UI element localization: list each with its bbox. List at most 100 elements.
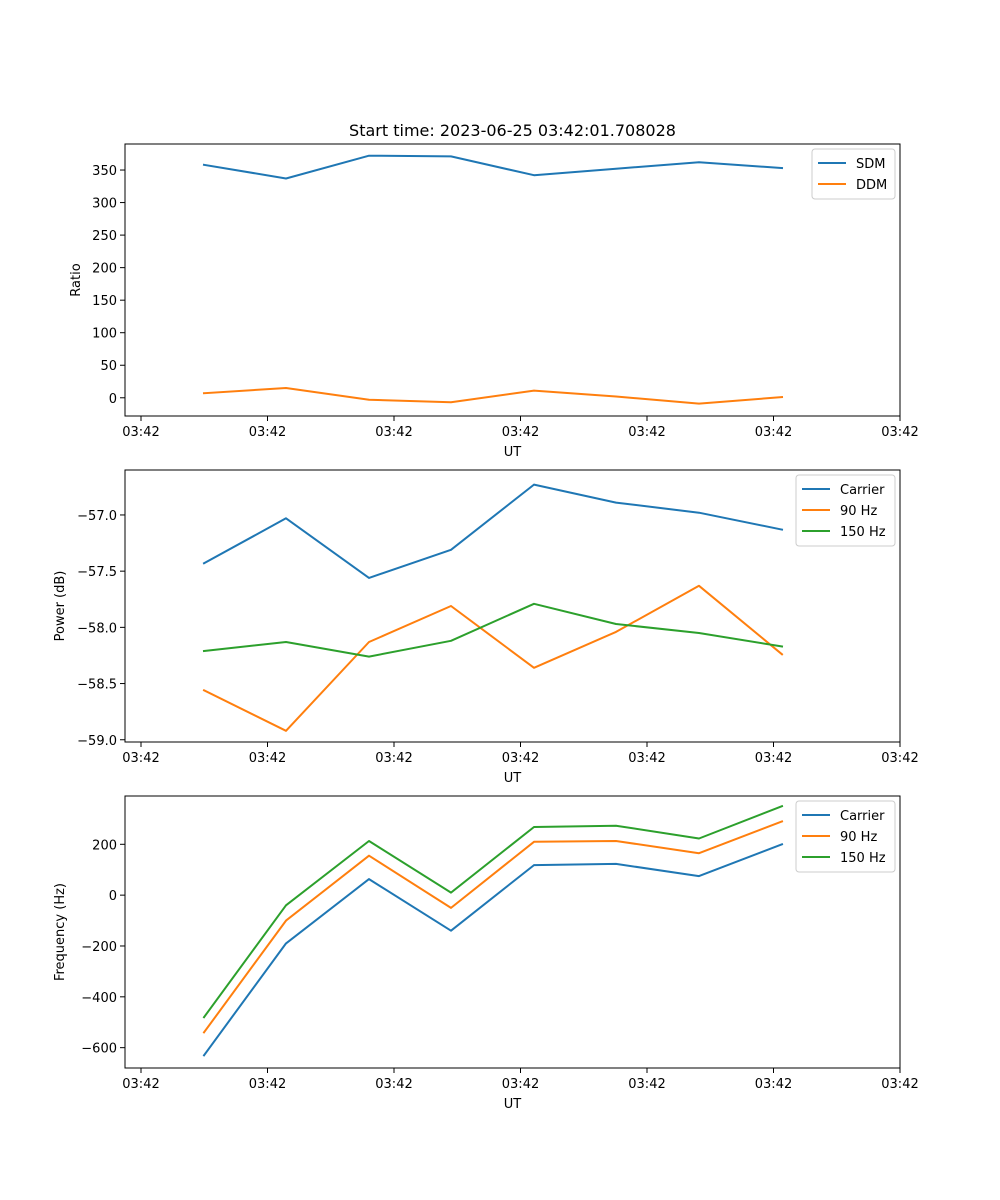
x-tick-label: 03:42 [755, 1077, 792, 1092]
data-point [781, 396, 783, 398]
data-point [203, 689, 205, 692]
data-point [533, 174, 535, 176]
data-point [533, 864, 535, 866]
data-point [285, 942, 287, 945]
x-tick-label: 03:42 [502, 1077, 539, 1092]
x-tick-label: 03:42 [502, 751, 539, 766]
data-point [368, 840, 370, 842]
series-line-3-1 [202, 843, 784, 1057]
data-point [698, 402, 700, 405]
data-point [698, 632, 700, 634]
data-point [615, 167, 617, 170]
x-tick-label: 03:42 [249, 1077, 286, 1092]
y-tick-label: 350 [92, 164, 117, 179]
data-point [285, 517, 287, 520]
legend-entry-label: 90 Hz [840, 504, 877, 519]
data-point [781, 645, 783, 648]
data-point [615, 631, 617, 633]
series-line-1-2 [202, 387, 784, 405]
data-point [368, 655, 370, 658]
legend-entry-label: SDM [856, 157, 885, 172]
data-point [615, 863, 617, 865]
data-point [533, 841, 535, 843]
y-tick-label: 50 [100, 359, 117, 374]
data-point [781, 820, 783, 823]
data-point [203, 1031, 205, 1034]
x-tick-label: 03:42 [755, 425, 792, 440]
data-point [533, 483, 535, 486]
series-line-3-2 [202, 820, 784, 1034]
data-point [781, 805, 783, 807]
y-tick-label: −57.5 [77, 565, 117, 580]
legend-box [795, 474, 896, 547]
data-point [450, 549, 452, 551]
y-axis-label: Power (dB) [53, 571, 68, 642]
y-tick-label: 200 [92, 838, 117, 853]
data-point [203, 1016, 205, 1018]
data-point [450, 605, 452, 607]
data-point [203, 1054, 205, 1057]
data-point [368, 878, 370, 880]
data-point [285, 919, 287, 922]
series-line-2-3 [202, 602, 784, 658]
subplot-1: 03:42 03:42 03:42 03:42 03:42 03:42 03:42 0 50 10… [69, 143, 919, 460]
y-tick-label: −57.0 [77, 509, 117, 524]
data-point [698, 511, 700, 514]
data-point [368, 577, 370, 579]
x-tick-label: 03:42 [249, 425, 286, 440]
x-tick-label: 03:42 [628, 1077, 665, 1092]
y-tick-label: −600 [81, 1042, 117, 1057]
subplot-panels: 03:42 03:42 03:42 03:42 03:42 03:42 03:42 0 50 10… [53, 143, 919, 1112]
data-point [698, 837, 700, 840]
legend: Carrier 90 Hz 150 Hz [795, 474, 896, 547]
y-axis-label: Ratio [69, 263, 84, 296]
data-point [285, 177, 287, 180]
data-point [450, 891, 452, 894]
data-point [285, 641, 287, 643]
data-point [203, 562, 205, 565]
x-tick-label: 03:42 [628, 751, 665, 766]
legend-entry-label: 150 Hz [840, 851, 886, 866]
data-point [698, 875, 700, 877]
y-tick-label: 300 [92, 197, 117, 212]
legend-entry-label: 150 Hz [840, 525, 886, 540]
y-tick-label: −200 [81, 940, 117, 955]
legend: Carrier 90 Hz 150 Hz [795, 800, 896, 873]
x-tick-label: 03:42 [881, 751, 918, 766]
data-point [533, 389, 535, 392]
data-point [285, 387, 287, 389]
data-point [533, 826, 535, 828]
x-tick-label: 03:42 [502, 425, 539, 440]
x-tick-label: 03:42 [122, 425, 159, 440]
data-point [698, 585, 700, 587]
data-point [615, 840, 617, 842]
x-tick-label: 03:42 [122, 751, 159, 766]
data-point [203, 650, 205, 652]
x-tick-label: 03:42 [881, 425, 918, 440]
y-tick-label: 200 [92, 262, 117, 277]
data-point [368, 854, 370, 857]
subplot-3: 03:42 03:42 03:42 03:42 03:42 03:42 03:42 −600 −… [53, 795, 919, 1112]
axes-frame [124, 469, 901, 743]
data-point [450, 907, 452, 909]
subplot-2: 03:42 03:42 03:42 03:42 03:42 03:42 03:42 −59.0… [53, 469, 919, 786]
x-tick-label: 03:42 [755, 751, 792, 766]
data-point [285, 904, 287, 907]
figure-title: Start time: 2023-06-25 03:42:01.708028 [349, 121, 676, 140]
x-tick-label: 03:42 [628, 425, 665, 440]
y-tick-label: −58.0 [77, 621, 117, 636]
y-tick-label: 0 [109, 889, 117, 904]
data-point [203, 392, 205, 395]
axes-frame [124, 143, 901, 417]
data-point [615, 395, 617, 398]
data-point [285, 730, 287, 732]
legend-box [811, 148, 896, 200]
axes-frame [124, 795, 901, 1069]
data-point [450, 640, 452, 642]
x-tick-label: 03:42 [375, 425, 412, 440]
legend: SDM DDM [811, 148, 896, 200]
series-line-2-1 [202, 483, 784, 579]
data-point [781, 653, 783, 656]
data-point [615, 623, 617, 625]
